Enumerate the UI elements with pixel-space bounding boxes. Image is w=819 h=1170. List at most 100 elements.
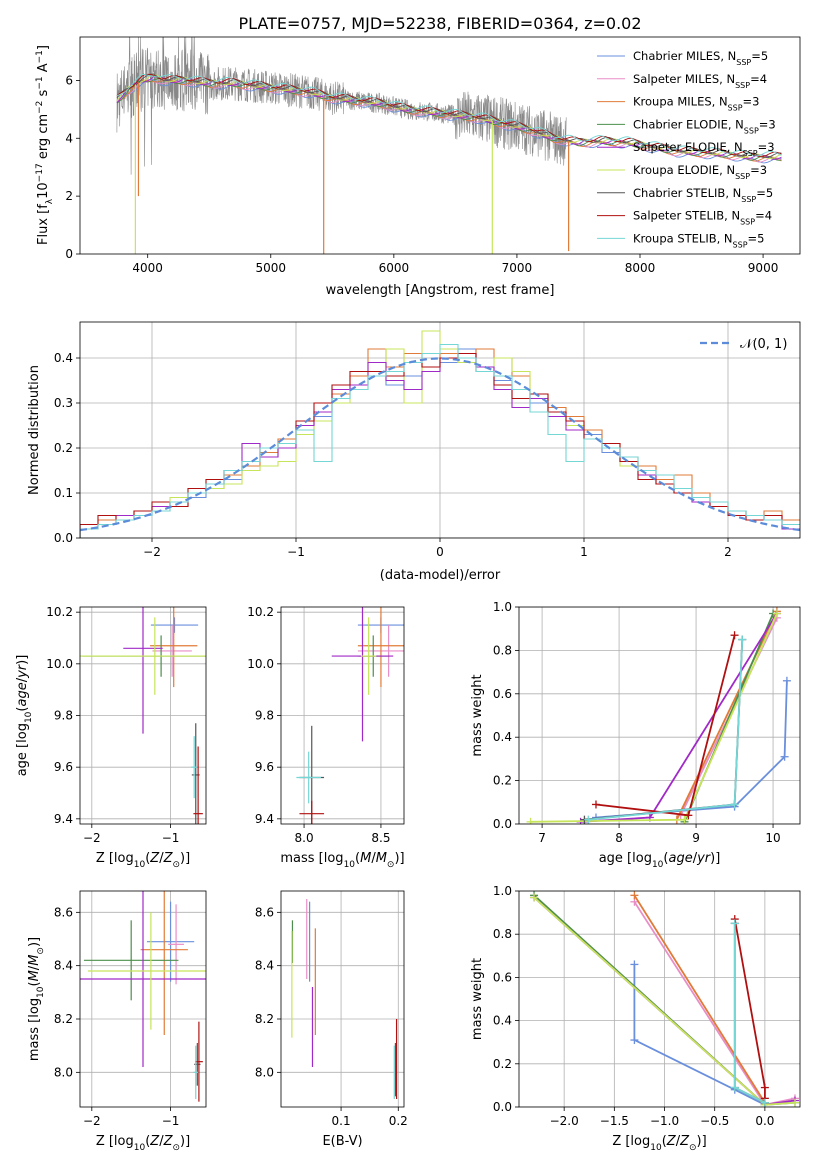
errorbar-point xyxy=(150,617,199,633)
mass_vs_z-plot-area xyxy=(80,891,206,1107)
errorbar-point xyxy=(150,607,198,688)
residuals-ytick-label: 0.4 xyxy=(54,351,73,365)
weight-series-line xyxy=(675,610,778,821)
weight-series-line xyxy=(733,918,766,1099)
weight-point-marker xyxy=(584,815,593,824)
mass_weight_vs_age-frame xyxy=(518,606,801,825)
spectrum-ytick-label: 4 xyxy=(65,131,73,145)
mass_vs_ebv-ytick-label: 8.2 xyxy=(255,1012,274,1026)
errorbar-point xyxy=(146,901,195,982)
mass_vs_ebv-ytick-label: 8.4 xyxy=(255,959,274,973)
mass_vs_ebv-xtick-label: 0.1 xyxy=(332,1114,351,1128)
mass_weight_vs_z-xlabel: Z [log10(Z/Z⊙)] xyxy=(612,1134,706,1153)
age_vs_mass-ytick-label: 9.8 xyxy=(255,709,274,723)
errorbar-point xyxy=(87,912,206,1030)
age_vs_z-xtick-label: −2 xyxy=(83,831,101,845)
mass_weight_vs_age-ytick-label: 1.0 xyxy=(493,600,512,614)
residuals-ytick-label: 0.0 xyxy=(54,531,73,545)
mass_vs_z-ylabel: mass [log10(M/M⊙)] xyxy=(27,937,46,1061)
age_vs_z-xtick-label: −1 xyxy=(162,831,180,845)
weight-point-marker xyxy=(760,1098,769,1107)
legend-entry: Chabrier STELIB, NSSP=5 xyxy=(633,186,773,204)
age_vs_z-plot-area xyxy=(80,607,206,824)
legend-entry: Chabrier MILES, NSSP=5 xyxy=(633,49,768,67)
spectrum-xtick-label: 6000 xyxy=(379,261,410,275)
residuals-plot-area xyxy=(80,322,800,538)
weight-point-marker xyxy=(630,891,639,900)
normal-curve-line xyxy=(80,357,800,532)
weight-point-marker xyxy=(630,1036,639,1045)
mass_weight_vs_age-ytick-label: 0.0 xyxy=(493,817,512,831)
residuals-ylabel: Normed distribution xyxy=(27,365,42,495)
spectrum-plot-area xyxy=(116,37,782,254)
errorbar-point xyxy=(83,920,179,1001)
errorbar-point xyxy=(80,617,206,695)
weight-point-marker xyxy=(772,609,781,618)
mass_weight_vs_z-plot-area xyxy=(519,891,800,1107)
spectrum-ytick-label: 2 xyxy=(65,189,73,203)
mass_weight_vs_z-ytick-label: 0.6 xyxy=(493,970,512,984)
residuals-xtick-label: 0 xyxy=(436,545,444,559)
age_vs_mass-plot-area xyxy=(281,607,404,824)
legend-entry: Kroupa ELODIE, NSSP=3 xyxy=(633,163,767,181)
errorbar-point xyxy=(80,891,206,1067)
mass_weight_vs_age-ytick-label: 0.8 xyxy=(493,643,512,657)
age_vs_z-ytick-label: 10.2 xyxy=(46,605,73,619)
age_vs_z-ytick-label: 9.8 xyxy=(54,709,73,723)
spectrum-ytick-label: 0 xyxy=(65,247,73,261)
model-spectrum-line xyxy=(116,79,782,164)
mass_weight_vs_z-ylabel: mass weight xyxy=(470,958,485,1040)
weight-point-marker xyxy=(790,1098,799,1107)
errorbar-point xyxy=(360,617,377,695)
mass_weight_vs_z-xtick-label: −1.5 xyxy=(600,1114,629,1128)
legend-entry: Salpeter STELIB, NSSP=4 xyxy=(633,209,772,227)
residuals-ytick-label: 0.1 xyxy=(54,486,73,500)
legend-entry: 𝒩(0, 1) xyxy=(740,337,787,352)
weight-point-marker xyxy=(591,800,600,809)
mass_weight_vs_age-ylabel: mass weight xyxy=(470,674,485,756)
age_vs_mass-ytick-label: 9.4 xyxy=(255,812,274,826)
errorbar-point xyxy=(299,800,325,824)
errorbar-point xyxy=(357,625,404,677)
weight-series-line xyxy=(530,613,778,823)
spectrum-xtick-label: 9000 xyxy=(748,261,779,275)
errorbar-point xyxy=(123,607,163,734)
errorbar-point xyxy=(193,1045,199,1099)
figure-title: PLATE=0757, MJD=52238, FIBERID=0364, z=0… xyxy=(238,14,641,33)
residuals-frame xyxy=(79,321,801,539)
mass_weight_vs_age-ytick-label: 0.4 xyxy=(493,730,512,744)
mass_vs_ebv-xtick-label: 0.2 xyxy=(389,1114,408,1128)
age_vs_mass-xlabel: mass [log10(M/M⊙)] xyxy=(280,851,404,870)
mass_vs_ebv-plot-area xyxy=(281,891,404,1107)
weight-point-marker xyxy=(782,676,791,685)
panel-spectrum: 4000 5000 6000 7000 8000 9000 0 2 4 6 Chabrier MIL… xyxy=(35,36,801,298)
errorbar-point xyxy=(152,625,192,677)
spectrum-xlabel: wavelength [Angstrom, rest frame] xyxy=(326,283,555,298)
spectrum-legend: Chabrier MILES, NSSP=5 Salpeter MILES, NS… xyxy=(597,49,776,249)
age_vs_z-ytick-label: 9.4 xyxy=(54,812,73,826)
legend-entry: Kroupa MILES, NSSP=3 xyxy=(633,95,759,113)
mass_vs_ebv-frame xyxy=(280,890,405,1108)
residuals-xtick-label: −2 xyxy=(143,545,161,559)
mass_weight_vs_age-xtick-label: 8 xyxy=(615,831,623,845)
mass_weight_vs_age-ytick-label: 0.6 xyxy=(493,687,512,701)
mass_vs_z-xtick-label: −1 xyxy=(162,1114,180,1128)
age_vs_z-ylabel: age [log10(age/yr)] xyxy=(15,655,34,777)
mass_weight_vs_z-ytick-label: 0.8 xyxy=(493,927,512,941)
weight-point-marker xyxy=(530,893,539,902)
errorbar-point xyxy=(191,736,198,799)
mass_vs_z-frame xyxy=(79,890,207,1108)
mass_weight_vs_z-ytick-label: 1.0 xyxy=(493,884,512,898)
mass_vs_z-xtick-label: −2 xyxy=(83,1114,101,1128)
weight-point-marker xyxy=(780,752,789,761)
mass_vs_z-ytick-label: 8.0 xyxy=(54,1065,73,1079)
weight-point-marker xyxy=(760,1083,769,1092)
model-spectrum-line xyxy=(116,74,782,157)
age_vs_mass-xtick-label: 8.0 xyxy=(295,831,314,845)
mass_vs_ebv-xlabel: E(B-V) xyxy=(322,1134,362,1149)
mass_vs_ebv-ytick-label: 8.6 xyxy=(255,905,274,919)
residuals-ytick-label: 0.3 xyxy=(54,396,73,410)
errorbar-point xyxy=(357,607,404,688)
weight-point-marker xyxy=(526,817,535,824)
weight-point-marker xyxy=(684,811,693,820)
